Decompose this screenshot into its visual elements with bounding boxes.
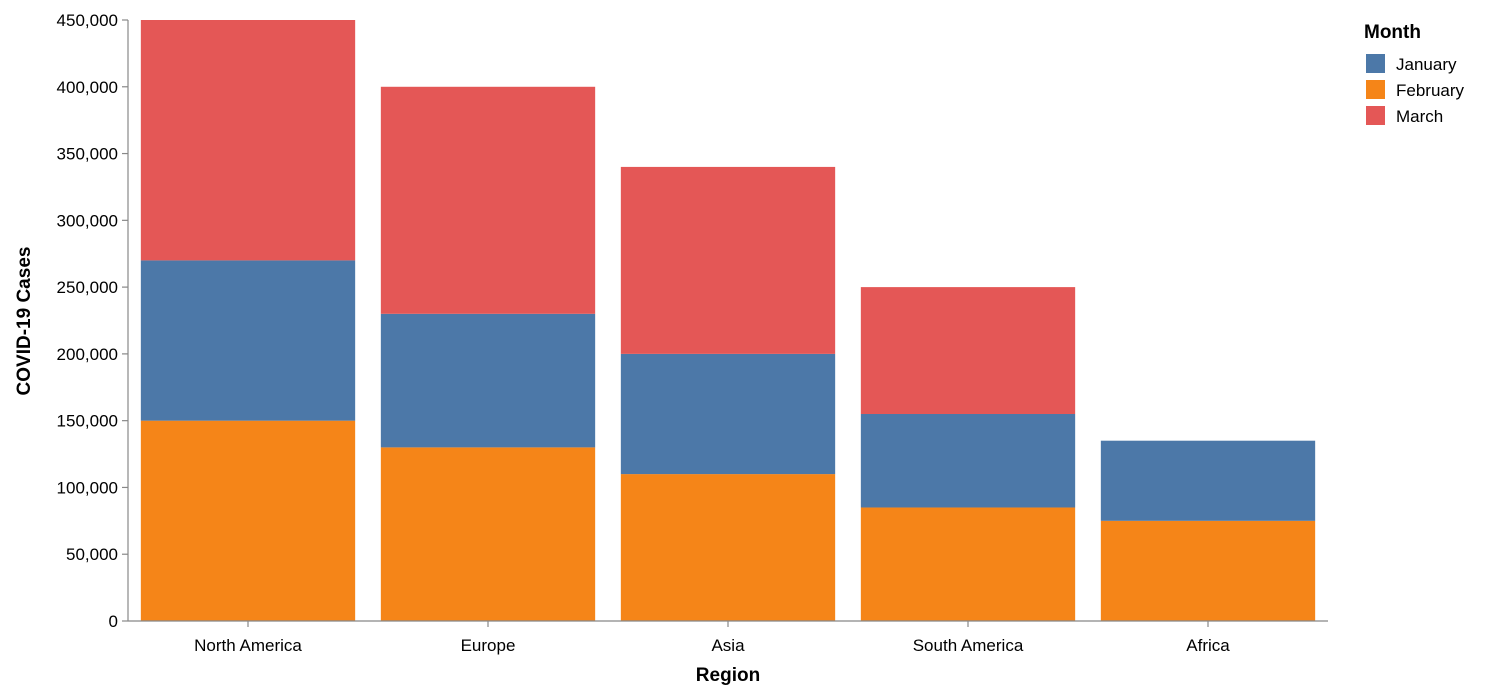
legend-label-february: February — [1396, 81, 1465, 100]
legend-label-january: January — [1396, 55, 1457, 74]
legend: Month January February March — [1364, 22, 1465, 126]
bar-south-america-january — [860, 413, 1076, 508]
bar-south-america-march — [860, 287, 1076, 414]
plot-area — [140, 20, 1316, 621]
bar-europe-march — [380, 86, 596, 314]
y-tick-label: 250,000 — [57, 278, 118, 297]
bar-asia-march — [620, 166, 836, 354]
x-tick-label: Europe — [461, 636, 516, 655]
x-tick-label: South America — [913, 636, 1024, 655]
y-tick-label: 200,000 — [57, 345, 118, 364]
legend-label-march: March — [1396, 107, 1443, 126]
x-tick-label: Asia — [711, 636, 745, 655]
y-tick-label: 300,000 — [57, 211, 118, 230]
x-axis: North America Europe Asia South America Afri… — [128, 620, 1328, 655]
legend-swatch-january — [1366, 54, 1385, 73]
x-axis-title: Region — [696, 665, 760, 686]
bar-asia-february — [620, 474, 836, 621]
y-tick-label: 150,000 — [57, 412, 118, 431]
bar-europe-january — [380, 313, 596, 448]
x-tick-label: Africa — [1186, 636, 1230, 655]
bar-europe-february — [380, 447, 596, 621]
bar-north-america-february — [140, 420, 356, 621]
y-tick-label: 450,000 — [57, 11, 118, 30]
bar-south-america-february — [860, 507, 1076, 621]
bar-africa-february — [1100, 520, 1316, 621]
y-tick-label: 0 — [109, 612, 118, 631]
x-tick-label: North America — [194, 636, 302, 655]
legend-swatch-march — [1366, 106, 1385, 125]
bar-asia-january — [620, 353, 836, 475]
y-axis-title: COVID-19 Cases — [14, 247, 35, 396]
y-tick-label: 400,000 — [57, 78, 118, 97]
y-axis: 0 50,000 100,000 150,000 200,000 250,000 300,0… — [57, 11, 129, 631]
y-tick-label: 100,000 — [57, 478, 118, 497]
legend-title: Month — [1364, 22, 1421, 43]
bar-north-america-january — [140, 260, 356, 421]
y-tick-label: 350,000 — [57, 145, 118, 164]
y-tick-label: 50,000 — [66, 545, 118, 564]
bar-africa-january — [1100, 440, 1316, 521]
legend-swatch-february — [1366, 80, 1385, 99]
bar-north-america-march — [140, 20, 356, 261]
